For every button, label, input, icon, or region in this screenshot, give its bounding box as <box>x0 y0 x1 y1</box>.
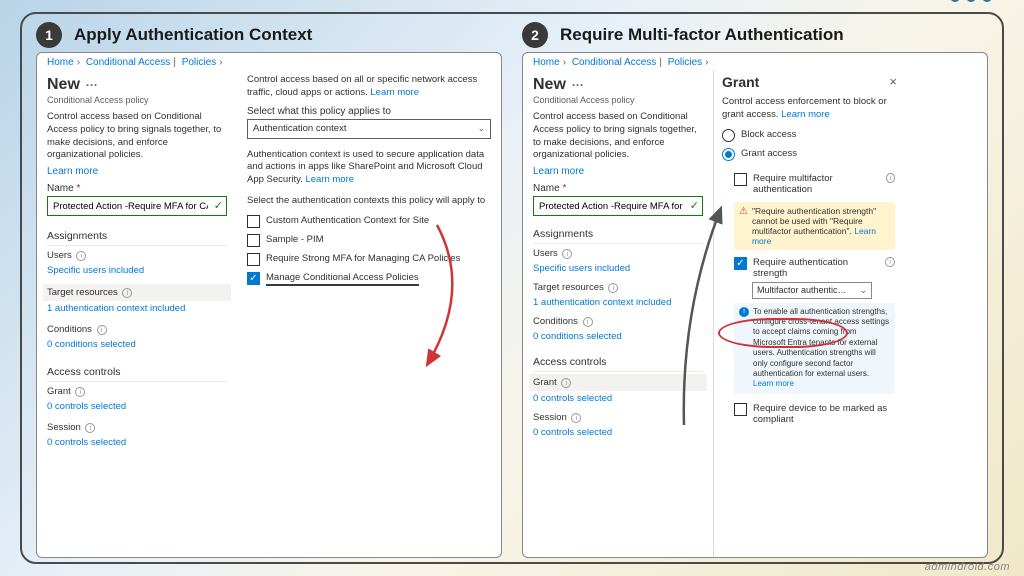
target-row-2[interactable]: Target resources i <box>533 280 703 295</box>
grant-link[interactable]: 0 controls selected <box>47 401 126 412</box>
users-link-2[interactable]: Specific users included <box>533 263 630 274</box>
info-box: i To enable all authentication strengths… <box>734 303 895 394</box>
access-controls-heading: Access controls <box>47 362 227 382</box>
strength-select[interactable]: Multifactor authentic…⌄ <box>752 282 872 299</box>
page-title-2: New··· <box>533 76 703 94</box>
right-desc: Control access based on all or specific … <box>247 74 491 100</box>
target-row[interactable]: Target resources i <box>43 284 231 301</box>
applies-to-select[interactable]: Authentication context⌄ <box>247 119 491 139</box>
ctx-opt-1[interactable]: Sample - PIM <box>247 231 491 250</box>
ctx-opt-0[interactable]: Custom Authentication Context for Site <box>247 212 491 231</box>
step-title-2: Require Multi-factor Authentication <box>560 25 844 45</box>
ctx-desc: Authentication context is used to secure… <box>247 149 491 187</box>
grant-link-2[interactable]: 0 controls selected <box>533 393 612 404</box>
target-link[interactable]: 1 authentication context included <box>47 303 185 314</box>
crumb-ca-2[interactable]: Conditional Access <box>572 57 657 68</box>
target-link-2[interactable]: 1 authentication context included <box>533 297 671 308</box>
breadcrumb: Home› Conditional Access| Policies› <box>37 53 501 70</box>
cb-compliant[interactable]: Require device to be marked as compliant <box>734 400 895 428</box>
page-subtitle-2: Conditional Access policy <box>533 95 703 105</box>
users-link[interactable]: Specific users included <box>47 265 144 276</box>
crumb-ca[interactable]: Conditional Access <box>86 57 171 68</box>
grant-row-2[interactable]: Grant i <box>529 374 707 391</box>
session-row-2[interactable]: Session i <box>533 410 703 425</box>
crumb-policies[interactable]: Policies <box>182 57 216 68</box>
session-link[interactable]: 0 controls selected <box>47 437 126 448</box>
panel-2: Home› Conditional Access| Policies› New·… <box>522 52 988 558</box>
panel-1: Home› Conditional Access| Policies› New·… <box>36 52 502 558</box>
grant-desc: Control access enforcement to block or g… <box>722 96 895 122</box>
chevron-down-icon: ⌄ <box>477 123 485 134</box>
assignments-heading-2: Assignments <box>533 224 703 244</box>
ctx-opt-2[interactable]: Require Strong MFA for Managing CA Polic… <box>247 250 491 269</box>
grant-row[interactable]: Grant i <box>47 384 227 399</box>
session-row[interactable]: Session i <box>47 420 227 435</box>
page-subtitle: Conditional Access policy <box>47 95 227 105</box>
learn-more-7[interactable]: Learn more <box>753 379 794 388</box>
policy-desc-2: Control access based on Conditional Acce… <box>533 111 703 162</box>
watermark: admindroid.com <box>925 561 1010 573</box>
name-input-2[interactable] <box>533 196 703 216</box>
learn-more-4[interactable]: Learn more <box>533 166 584 177</box>
page-title: New··· <box>47 76 227 94</box>
breadcrumb-2: Home› Conditional Access| Policies› <box>523 53 987 70</box>
crumb-home[interactable]: Home <box>47 57 74 68</box>
conditions-row[interactable]: Conditions i <box>47 322 227 337</box>
checkbox-checked-icon: ✓ <box>247 272 260 285</box>
check-icon: ✓ <box>214 199 223 212</box>
conditions-link-2[interactable]: 0 conditions selected <box>533 331 622 342</box>
policy-desc: Control access based on Conditional Acce… <box>47 111 227 162</box>
learn-more-3[interactable]: Learn more <box>305 174 354 185</box>
window-dots <box>950 0 992 2</box>
users-row-2[interactable]: Users i <box>533 246 703 261</box>
grant-title: Grant <box>722 74 895 90</box>
crumb-policies-2[interactable]: Policies <box>668 57 702 68</box>
warning-icon: ⚠ <box>739 206 748 246</box>
step-title-1: Apply Authentication Context <box>74 25 312 45</box>
learn-more-link[interactable]: Learn more <box>47 166 98 177</box>
info-icon: i <box>76 251 86 261</box>
radio-block[interactable]: Block access <box>722 126 895 145</box>
learn-more-5[interactable]: Learn more <box>781 109 830 120</box>
ctx-select-label: Select the authentication contexts this … <box>247 195 491 208</box>
warn-box: ⚠ "Require authentication strength" cann… <box>734 202 895 250</box>
conditions-link[interactable]: 0 conditions selected <box>47 339 136 350</box>
name-label: Name * <box>47 183 227 194</box>
cb-strength[interactable]: ✓Require authentication strengthi <box>734 254 895 282</box>
assignments-heading: Assignments <box>47 226 227 246</box>
applies-to-label: Select what this policy applies to <box>247 106 491 117</box>
check-icon-2: ✓ <box>690 199 699 212</box>
learn-more-2[interactable]: Learn more <box>370 87 419 98</box>
info-circle-icon: i <box>739 307 749 317</box>
access-controls-heading-2: Access controls <box>533 352 703 372</box>
step-badge-1: 1 <box>36 22 62 48</box>
close-icon[interactable]: × <box>889 74 897 89</box>
name-label-2: Name * <box>533 183 703 194</box>
step-badge-2: 2 <box>522 22 548 48</box>
session-link-2[interactable]: 0 controls selected <box>533 427 612 438</box>
ctx-opt-3[interactable]: ✓Manage Conditional Access Policies <box>247 269 491 289</box>
conditions-row-2[interactable]: Conditions i <box>533 314 703 329</box>
radio-grant[interactable]: Grant access <box>722 145 895 164</box>
crumb-home-2[interactable]: Home <box>533 57 560 68</box>
name-input[interactable] <box>47 196 227 216</box>
cb-mfa[interactable]: Require multifactor authenticationi <box>734 170 895 198</box>
users-row[interactable]: Users i <box>47 248 227 263</box>
